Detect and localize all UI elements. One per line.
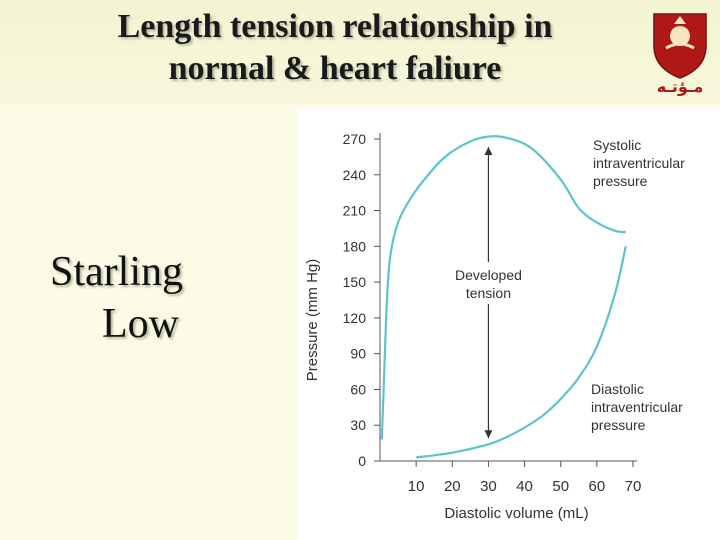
y-tick-label: 60 [350,381,366,397]
diastolic-label-line: Diastolic [591,381,644,397]
developed-label-line1: Developed [455,267,522,283]
developed-label-line2: tension [466,285,511,301]
y-tick-label: 0 [358,453,366,469]
x-tick-label: 40 [516,478,533,495]
y-tick-label: 30 [350,417,366,433]
x-tick-label: 70 [625,478,642,495]
y-tick-label: 90 [350,346,366,362]
diastolic-label-line: pressure [591,417,646,433]
side-text-line1: Starling [50,249,183,295]
y-tick-label: 210 [343,203,367,219]
university-logo-icon: مـؤتـه [653,13,707,96]
x-tick-label: 10 [408,478,425,495]
diastolic-label-line: intraventricular [591,399,683,415]
x-tick-label: 20 [444,478,461,495]
arrow-head-up-icon [484,147,493,155]
systolic-pressure-curve [380,135,626,440]
x-tick-label: 60 [589,478,606,495]
side-text-line2: Low [102,301,179,347]
x-tick-label: 50 [552,478,569,495]
systolic-label-line: pressure [593,173,648,189]
logo-text: مـؤتـه [657,77,704,96]
systolic-label-line: intraventricular [593,155,685,171]
y-tick-label: 120 [343,310,367,326]
slide-title: Length tension relationship in normal & … [30,6,640,90]
y-tick-label: 240 [343,167,367,183]
slide-title-line2: normal & heart faliure [168,50,502,87]
systolic-label-line: Systolic [593,137,641,153]
y-tick-label: 270 [343,131,367,147]
y-tick-label: 150 [343,274,367,290]
arrow-head-down-icon [484,430,493,439]
pressure-volume-chart: 0 30 60 90 120 150 180 210 240 270 10 20 30 40 50 60 70 D… [304,131,685,522]
title-band [0,0,720,103]
slide-title-line1: Length tension relationship in [117,8,553,45]
y-axis-label: Pressure (mm Hg) [304,259,321,382]
x-tick-label: 30 [480,478,497,495]
chart-panel: 0 30 60 90 120 150 180 210 240 270 10 20 30 40 50 60 70 D… [297,108,720,540]
y-tick-label: 180 [343,238,367,254]
annotation-label-background [444,262,533,305]
x-axis-label: Diastolic volume (mL) [444,505,588,522]
side-text: Starling Low [50,246,230,350]
diastolic-pressure-curve [415,246,627,459]
